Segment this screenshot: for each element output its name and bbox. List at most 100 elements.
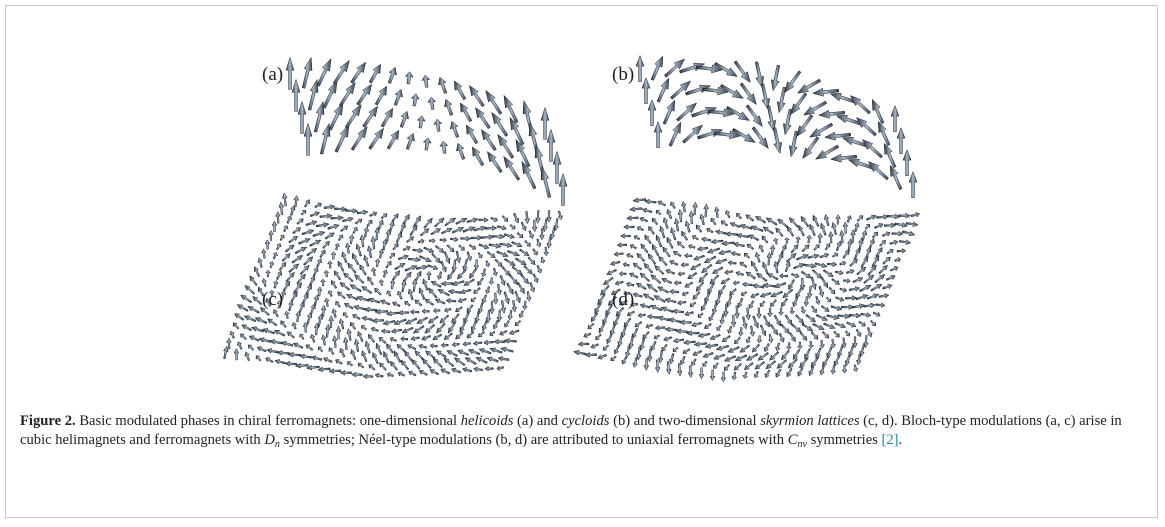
spin-arrow bbox=[468, 244, 477, 250]
spin-arrow bbox=[316, 286, 323, 297]
spin-arrow bbox=[459, 288, 472, 295]
spin-arrow bbox=[717, 249, 731, 256]
spin-arrow bbox=[429, 369, 440, 376]
spin-arrow bbox=[484, 260, 491, 268]
spin-arrow bbox=[655, 234, 663, 248]
spin-arrow bbox=[739, 82, 757, 106]
spin-arrow bbox=[354, 274, 365, 285]
spin-arrow bbox=[822, 269, 834, 278]
spin-arrow bbox=[313, 322, 320, 336]
spin-arrow bbox=[437, 289, 450, 297]
spin-arrow bbox=[511, 265, 523, 276]
spin-arrow bbox=[610, 355, 617, 362]
spin-arrow bbox=[418, 343, 428, 350]
spin-arrow bbox=[858, 320, 866, 327]
spin-arrow bbox=[814, 262, 828, 269]
spin-arrow bbox=[714, 258, 728, 265]
spin-arrow bbox=[391, 269, 401, 281]
spin-arrow bbox=[650, 340, 657, 352]
spin-arrow bbox=[357, 362, 365, 369]
spin-arrow bbox=[801, 244, 810, 253]
spin-arrow bbox=[433, 118, 443, 132]
spin-arrow bbox=[528, 230, 535, 239]
spin-arrow bbox=[400, 359, 410, 371]
spin-arrow bbox=[362, 105, 378, 128]
spin-arrow bbox=[486, 356, 499, 363]
spin-arrow bbox=[411, 278, 418, 292]
spin-arrow bbox=[511, 241, 523, 248]
spin-arrow bbox=[473, 259, 480, 271]
spin-arrow bbox=[356, 209, 369, 216]
caption-run: [2] bbox=[881, 432, 899, 448]
spin-arrow bbox=[708, 312, 715, 322]
spin-arrow bbox=[331, 308, 338, 318]
spin-arrow bbox=[681, 200, 687, 213]
spin-arrow bbox=[721, 334, 731, 343]
spin-arrow bbox=[641, 207, 653, 214]
spin-arrow bbox=[648, 225, 656, 235]
spin-arrow bbox=[374, 287, 382, 296]
spin-arrow bbox=[380, 213, 388, 220]
spin-arrow bbox=[343, 303, 354, 310]
spin-arrow bbox=[684, 310, 694, 317]
spin-arrow bbox=[802, 136, 820, 160]
spin-arrow bbox=[762, 226, 774, 235]
spin-arrow bbox=[706, 227, 714, 234]
spin-arrow bbox=[334, 242, 341, 251]
spin-arrow bbox=[265, 357, 274, 364]
spin-arrow bbox=[290, 290, 298, 303]
spin-arrow bbox=[741, 281, 753, 288]
spin-arrow bbox=[693, 254, 705, 261]
spin-arrow bbox=[523, 264, 533, 275]
spin-arrow bbox=[716, 324, 722, 331]
spin-arrow bbox=[839, 287, 848, 293]
spin-arrow bbox=[423, 246, 435, 253]
spin-arrow bbox=[343, 336, 349, 351]
spin-arrow bbox=[682, 124, 704, 144]
spin-arrow bbox=[875, 246, 883, 258]
spin-arrow bbox=[649, 304, 663, 312]
spin-arrow bbox=[447, 288, 461, 295]
spin-arrow bbox=[253, 266, 261, 278]
spin-arrow bbox=[396, 290, 403, 300]
spin-arrow bbox=[645, 323, 654, 330]
spin-arrow bbox=[743, 361, 754, 371]
spin-arrow bbox=[323, 204, 336, 210]
spin-arrow bbox=[473, 286, 481, 294]
caption-run: nv bbox=[797, 439, 807, 450]
spin-arrow bbox=[244, 351, 251, 362]
spin-arrow bbox=[610, 288, 621, 295]
spin-arrow bbox=[455, 250, 462, 264]
spin-arrow bbox=[412, 325, 425, 334]
spin-arrow bbox=[770, 64, 781, 92]
spin-arrow bbox=[624, 345, 631, 359]
spin-arrow bbox=[368, 127, 384, 150]
spin-arrow bbox=[860, 255, 869, 268]
spin-arrow bbox=[629, 206, 643, 212]
spin-arrow bbox=[896, 127, 906, 154]
spin-arrow bbox=[629, 243, 637, 250]
spin-arrow bbox=[883, 142, 897, 169]
spin-arrow bbox=[462, 341, 471, 347]
spin-arrow bbox=[720, 220, 729, 227]
spin-arrow bbox=[257, 286, 265, 297]
spin-arrow bbox=[606, 333, 613, 345]
spin-arrow bbox=[682, 348, 691, 355]
spin-arrow bbox=[587, 322, 595, 330]
spin-arrow bbox=[902, 149, 912, 176]
spin-arrow bbox=[676, 363, 683, 377]
spin-arrow bbox=[861, 139, 883, 159]
spin-arrow bbox=[297, 238, 312, 245]
spin-arrow bbox=[357, 330, 364, 343]
spin-arrow bbox=[849, 95, 871, 115]
spin-arrow bbox=[824, 131, 852, 141]
spin-arrow bbox=[814, 144, 840, 160]
spin-arrow bbox=[319, 213, 333, 219]
spin-arrow bbox=[444, 217, 457, 227]
spin-arrow bbox=[301, 292, 309, 305]
spin-arrow bbox=[496, 309, 503, 323]
spin-arrow bbox=[690, 263, 702, 270]
spin-arrow bbox=[709, 274, 720, 285]
spin-arrow bbox=[767, 307, 773, 318]
spin-arrow bbox=[673, 279, 682, 286]
